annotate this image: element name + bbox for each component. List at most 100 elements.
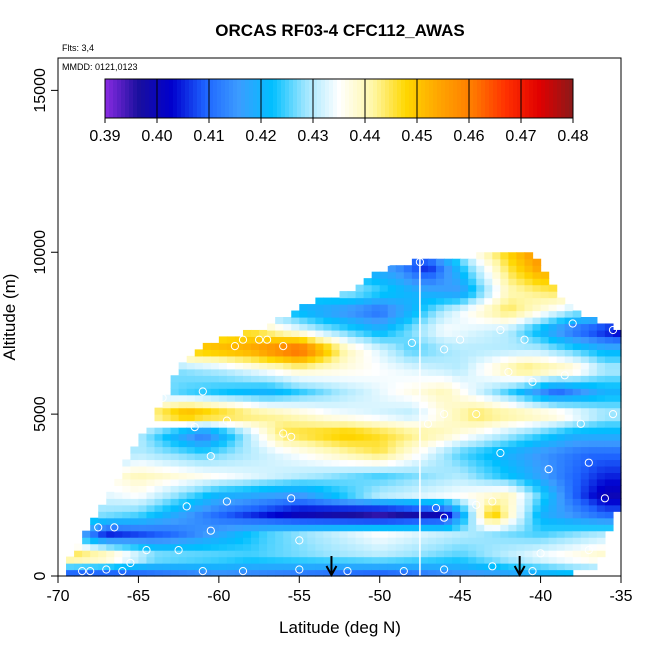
heatmap-cell [419,375,429,383]
heatmap-cell [267,368,276,376]
heatmap-cell [291,550,300,558]
heatmap-cell [524,252,534,260]
heatmap-cell [387,304,397,312]
sample-point [230,342,239,351]
heatmap-cell [604,465,614,473]
heatmap-cell [307,517,316,525]
heatmap-cell [548,336,558,344]
heatmap-cell [411,349,421,357]
heatmap-cell [154,446,164,454]
heatmap-cell [379,517,389,525]
heatmap-cell [275,556,284,564]
heatmap-cell [339,355,349,363]
heatmap-cell [355,459,365,467]
heatmap-cell [508,336,518,344]
heatmap-cell [548,563,558,571]
heatmap-cell [138,440,148,448]
heatmap-cell [234,491,244,499]
heatmap-cell [218,336,228,344]
heatmap-cell [508,342,518,350]
heatmap-cell [242,530,252,538]
heatmap-cell [251,362,260,370]
heatmap-cell [138,452,148,461]
heatmap-cell [371,317,381,325]
heatmap-cell [460,569,469,577]
sample-point [576,419,585,428]
heatmap-cell [202,440,212,448]
heatmap-cell [226,504,236,512]
heatmap-cell [242,459,252,467]
heatmap-cell [275,407,284,415]
heatmap-cell [572,388,582,396]
heatmap-cell [556,517,566,525]
heatmap-cell [468,394,477,402]
heatmap-cell [460,530,469,538]
heatmap-cell [242,498,252,506]
heatmap-cell [315,368,325,376]
heatmap-cell [218,543,228,551]
colorbar-swatch [425,79,430,118]
heatmap-cell [484,297,493,305]
heatmap-cell [355,317,365,325]
heatmap-cell [556,563,566,571]
heatmap-cell [283,427,292,435]
heatmap-cell [395,556,405,564]
heatmap-cell [363,310,373,318]
heatmap-cell [347,504,357,512]
heatmap-cell [427,394,437,402]
heatmap-cell [371,420,381,428]
heatmap-cell [106,504,115,512]
heatmap-cell [202,485,212,493]
heatmap-cell [347,329,357,338]
heatmap-cell [242,414,252,422]
heatmap-cell [251,407,260,415]
heatmap-cell [395,297,405,305]
heatmap-cell [564,543,574,551]
heatmap-cell [170,530,180,538]
heatmap-cell [532,414,542,422]
heatmap-cell [460,524,469,532]
heatmap-cell [556,420,566,428]
heatmap-cell [331,504,341,512]
heatmap-cell [419,459,429,467]
heatmap-cell [460,375,469,383]
heatmap-cell [234,485,244,493]
heatmap-cell [299,524,308,532]
heatmap-cell [275,368,284,376]
heatmap-cell [604,394,614,402]
heatmap-cell [436,349,445,357]
heatmap-cell [556,459,566,467]
heatmap-cell [395,291,405,299]
heatmap-cell [452,271,461,279]
sample-point [383,257,392,267]
heatmap-cell [331,498,341,506]
heatmap-cell [363,349,373,357]
sample-point [608,410,618,419]
heatmap-cell [588,465,598,473]
heatmap-cell [476,355,485,363]
heatmap-cell [291,524,300,532]
heatmap-cell [218,563,228,571]
heatmap-cell [540,543,550,551]
heatmap-cell [564,394,574,402]
heatmap-cell [436,394,445,402]
heatmap-cell [114,504,123,512]
heatmap-cell [604,388,614,396]
heatmap-cell [476,265,485,273]
colorbar-swatch [549,79,554,118]
heatmap-cell [508,297,518,305]
heatmap-cell [371,478,381,486]
heatmap-cell [283,504,292,512]
heatmap-cell [444,336,453,344]
heatmap-cell [291,446,300,454]
heatmap-cell [436,381,445,389]
colorbar: 0.39 0.40 0.41 0.42 0.43 0.44 0.45 0.46 0.47 0.48 [89,78,589,145]
heatmap-cell [572,401,582,409]
heatmap-cell [339,563,349,571]
heatmap-cell [500,504,509,512]
heatmap-cell [516,271,526,279]
heatmap-cell [275,550,284,558]
heatmap-cell [556,569,566,577]
heatmap-cell [500,569,509,577]
heatmap-cell [516,543,526,551]
